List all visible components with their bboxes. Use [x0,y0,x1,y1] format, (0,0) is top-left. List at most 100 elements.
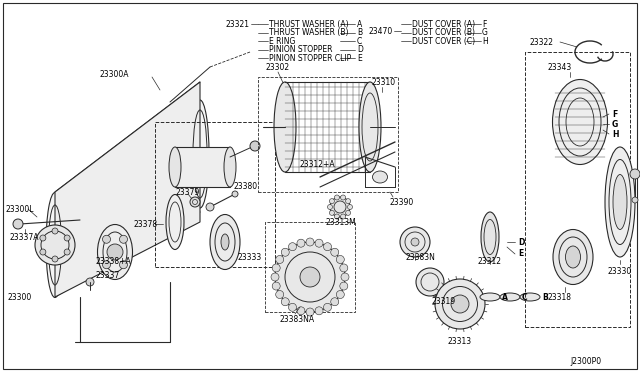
Bar [525,52,630,327]
Text: DUST COVER (A): DUST COVER (A) [412,20,475,29]
Text: 23312+A: 23312+A [300,160,335,169]
Text: G: G [482,28,488,37]
Ellipse shape [169,147,181,187]
Circle shape [328,205,333,209]
Text: D: D [518,237,524,247]
Ellipse shape [500,293,520,301]
Text: THRUST WASHER (A): THRUST WASHER (A) [269,20,349,29]
Text: 23310: 23310 [372,77,396,87]
Bar [265,222,355,312]
Circle shape [315,307,323,315]
Circle shape [330,199,335,203]
Circle shape [120,261,127,269]
Circle shape [297,307,305,315]
Text: 23383N: 23383N [405,253,435,262]
Circle shape [330,197,350,217]
Text: F: F [612,109,617,119]
Ellipse shape [274,82,296,172]
Circle shape [306,238,314,246]
Ellipse shape [221,234,229,250]
Text: 23380: 23380 [234,182,258,190]
Circle shape [102,261,111,269]
Ellipse shape [210,215,240,269]
Circle shape [102,235,111,243]
Ellipse shape [520,293,540,301]
Ellipse shape [416,268,444,296]
Ellipse shape [35,225,75,265]
Text: B: B [542,292,548,301]
Text: 23300: 23300 [8,292,32,301]
Ellipse shape [451,295,469,313]
Circle shape [331,298,339,306]
Bar [155,122,275,267]
Circle shape [13,219,23,229]
Circle shape [336,256,344,263]
Text: 23378: 23378 [133,219,157,228]
Circle shape [64,235,70,241]
Ellipse shape [613,174,627,230]
Text: E RING: E RING [269,37,296,46]
Circle shape [400,227,430,257]
Ellipse shape [191,100,209,208]
Text: E: E [518,250,524,259]
Text: A: A [357,20,362,29]
Circle shape [340,214,346,219]
Text: 23318: 23318 [547,292,571,301]
Circle shape [306,308,314,316]
Circle shape [323,303,332,311]
Text: 23319: 23319 [432,298,456,307]
Ellipse shape [552,80,607,164]
Ellipse shape [605,147,635,257]
Circle shape [120,235,127,243]
Ellipse shape [46,192,64,298]
Circle shape [330,211,335,215]
Ellipse shape [372,171,387,183]
Circle shape [276,256,284,263]
Text: 23338+A: 23338+A [95,257,131,266]
Text: 23343: 23343 [548,62,572,71]
Ellipse shape [566,246,580,268]
Text: 23313M: 23313M [325,218,356,227]
Bar [258,77,398,192]
Text: 23322: 23322 [530,38,554,46]
Ellipse shape [553,230,593,285]
Circle shape [206,203,214,211]
Circle shape [341,273,349,281]
Circle shape [272,264,280,272]
Text: D: D [357,45,363,54]
Circle shape [40,235,46,241]
Text: J2300P0: J2300P0 [570,357,601,366]
Circle shape [289,303,296,311]
Circle shape [64,249,70,255]
Bar [175,147,230,187]
Polygon shape [55,82,200,297]
Text: A: A [502,292,508,301]
Text: 23470: 23470 [369,26,393,35]
Circle shape [632,197,638,203]
Circle shape [346,199,351,203]
Circle shape [275,242,345,312]
Text: PINION STOPPER: PINION STOPPER [269,45,333,54]
Text: F: F [482,20,486,29]
Text: E: E [357,54,362,63]
Text: 23300A: 23300A [100,70,129,78]
Text: 23312: 23312 [478,257,502,266]
Ellipse shape [435,279,485,329]
Circle shape [411,238,419,246]
Circle shape [272,282,280,290]
Circle shape [323,243,332,251]
Circle shape [340,195,346,200]
Text: 23333: 23333 [238,253,262,262]
Text: C: C [357,37,362,46]
Circle shape [86,278,94,286]
Circle shape [315,239,323,247]
Circle shape [52,228,58,234]
Text: DUST COVER (B): DUST COVER (B) [412,28,475,37]
Text: 23337: 23337 [95,270,119,279]
Circle shape [340,264,348,272]
Circle shape [190,197,200,207]
Circle shape [335,195,339,200]
Circle shape [340,282,348,290]
Text: 23390: 23390 [390,198,414,206]
Circle shape [250,141,260,151]
